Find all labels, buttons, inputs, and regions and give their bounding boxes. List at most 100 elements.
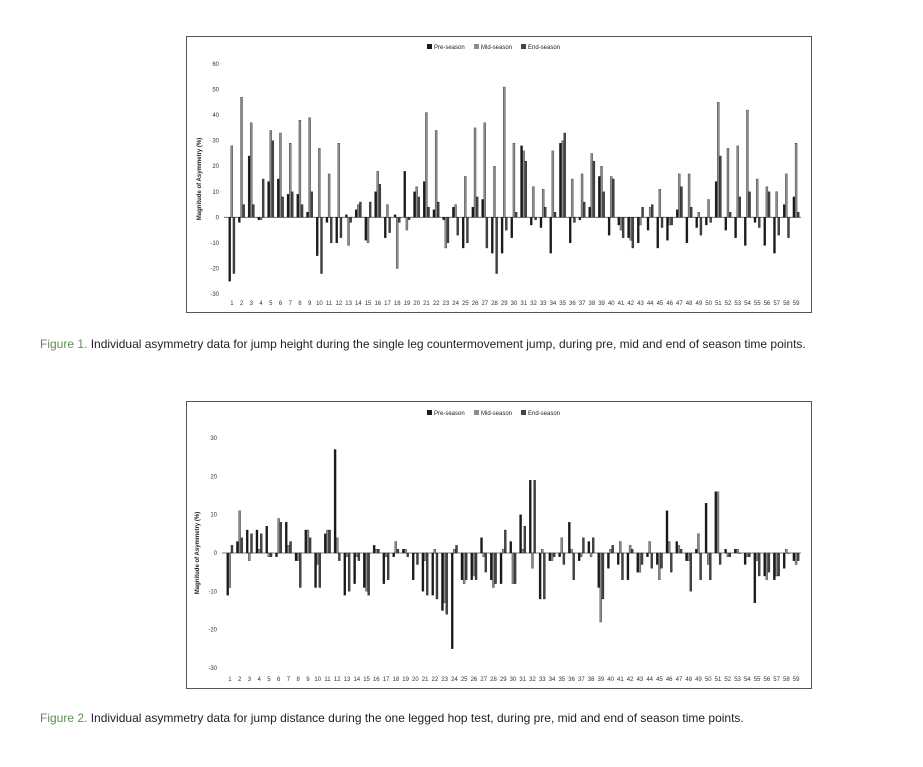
bar-mid-35 xyxy=(561,140,564,218)
bar-mid-10 xyxy=(318,148,321,218)
bar-pre-4 xyxy=(257,217,261,221)
bar-pre-50 xyxy=(704,503,708,554)
x-tick-label: 11 xyxy=(326,301,333,307)
bar-pre-44 xyxy=(646,217,650,231)
bar-pre-13 xyxy=(345,214,348,218)
bar-end-27 xyxy=(485,217,489,249)
x-tick-label: 10 xyxy=(316,301,323,307)
bar-pre-59 xyxy=(792,552,796,561)
x-tick-label: 58 xyxy=(783,301,790,307)
bar-mid-31 xyxy=(522,150,525,218)
bar-end-19 xyxy=(406,552,409,557)
bar-pre-1 xyxy=(228,217,231,282)
x-tick-label: 19 xyxy=(404,301,411,307)
x-tick-label: 15 xyxy=(365,301,372,307)
bar-mid-2 xyxy=(238,510,241,554)
bar-mid-34 xyxy=(550,552,554,561)
bar-pre-50 xyxy=(705,217,708,226)
legend-swatch-end xyxy=(521,410,526,415)
y-tick-label: 0 xyxy=(214,551,218,557)
bar-pre-57 xyxy=(773,552,776,580)
bar-mid-52 xyxy=(726,148,730,218)
bar-pre-57 xyxy=(773,217,776,254)
bar-pre-2 xyxy=(236,541,239,554)
bar-end-57 xyxy=(777,217,780,236)
bar-end-14 xyxy=(359,201,362,218)
y-tick-label: 50 xyxy=(212,88,219,94)
figure-1-chart: Pre-season Mid-season End-season Magnitude … xyxy=(186,36,812,313)
x-tick-label: 28 xyxy=(491,301,498,307)
bar-mid-27 xyxy=(483,122,486,218)
bar-pre-14 xyxy=(353,552,356,584)
y-tick-label: -10 xyxy=(210,241,219,247)
x-tick-label: 25 xyxy=(461,677,468,683)
bar-end-40 xyxy=(612,178,615,218)
bar-mid-15 xyxy=(365,552,368,592)
bar-end-25 xyxy=(465,552,468,580)
bar-end-29 xyxy=(505,217,508,231)
bar-mid-58 xyxy=(785,173,788,218)
x-tick-label: 4 xyxy=(257,677,261,683)
bar-end-18 xyxy=(396,549,400,554)
x-tick-label: 44 xyxy=(647,301,654,307)
bar-end-17 xyxy=(388,217,391,233)
bar-pre-37 xyxy=(578,217,582,221)
x-tick-label: 45 xyxy=(657,301,664,307)
legend-swatch-mid xyxy=(474,410,479,415)
x-tick-label: 35 xyxy=(559,301,566,307)
bar-end-16 xyxy=(378,183,382,218)
bar-mid-45 xyxy=(658,552,661,580)
bar-mid-46 xyxy=(668,217,671,226)
x-tick-label: 46 xyxy=(666,677,673,683)
bar-pre-45 xyxy=(656,217,659,249)
x-tick-label: 41 xyxy=(617,677,624,683)
x-tick-label: 28 xyxy=(490,677,497,683)
bar-pre-27 xyxy=(480,537,483,554)
bar-mid-51 xyxy=(717,102,720,218)
x-tick-label: 43 xyxy=(637,301,644,307)
bar-end-49 xyxy=(699,552,702,580)
y-axis-label: Magnitude of Asymmetry (%) xyxy=(197,138,203,220)
bar-pre-47 xyxy=(676,209,679,218)
y-tick-label: 60 xyxy=(212,62,219,68)
bar-pre-56 xyxy=(763,217,766,246)
bar-end-26 xyxy=(475,196,479,218)
bar-mid-29 xyxy=(502,549,505,554)
legend-label-mid: Mid-season xyxy=(481,411,512,417)
x-tick-label: 35 xyxy=(558,677,565,683)
y-tick-label: 10 xyxy=(210,513,217,519)
bar-mid-47 xyxy=(677,545,681,554)
bar-end-24 xyxy=(456,217,459,236)
bar-pre-58 xyxy=(783,204,786,218)
bar-mid-57 xyxy=(775,552,778,577)
bar-mid-19 xyxy=(404,549,407,554)
bar-end-56 xyxy=(767,552,771,573)
bar-pre-51 xyxy=(714,491,717,554)
x-tick-label: 13 xyxy=(345,301,352,307)
legend: Pre-season Mid-season End-season xyxy=(427,44,560,51)
x-tick-label: 29 xyxy=(500,677,507,683)
x-tick-label: 23 xyxy=(441,677,448,683)
bar-mid-20 xyxy=(414,552,417,554)
x-tick-label: 34 xyxy=(550,301,557,307)
x-tick-label: 42 xyxy=(627,677,634,683)
x-tick-label: 7 xyxy=(289,301,293,307)
bar-mid-17 xyxy=(386,204,389,218)
bar-end-46 xyxy=(670,217,673,226)
x-tick-label: 44 xyxy=(646,677,653,683)
bar-mid-25 xyxy=(462,552,466,584)
bar-pre-11 xyxy=(325,217,329,223)
bar-end-13 xyxy=(349,217,352,223)
x-tick-label: 57 xyxy=(773,301,780,307)
bar-end-42 xyxy=(631,217,635,249)
bar-mid-44 xyxy=(648,206,652,218)
bar-mid-24 xyxy=(453,549,456,554)
x-tick-label: 51 xyxy=(715,677,722,683)
x-tick-label: 20 xyxy=(413,301,420,307)
x-tick-label: 50 xyxy=(705,677,712,683)
bar-mid-5 xyxy=(267,552,271,557)
x-tick-label: 5 xyxy=(267,677,271,683)
bar-mid-6 xyxy=(279,132,282,218)
bar-mid-19 xyxy=(405,217,409,231)
bar-end-53 xyxy=(738,552,741,554)
